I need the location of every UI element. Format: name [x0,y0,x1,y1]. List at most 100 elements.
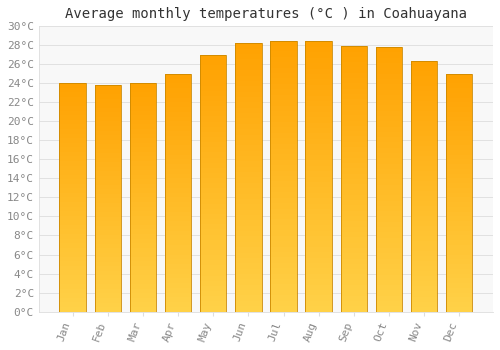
Bar [130,271,156,275]
Bar [165,117,191,121]
Bar [235,97,262,103]
Bar [340,115,367,120]
Bar [60,280,86,284]
Bar [306,42,332,312]
Bar [340,62,367,68]
Bar [446,207,472,212]
Bar [376,148,402,153]
Bar [60,184,86,188]
Bar [94,203,121,208]
Bar [340,68,367,73]
Bar [340,195,367,200]
Bar [340,232,367,237]
Bar [270,225,296,230]
Bar [446,212,472,217]
Bar [60,193,86,197]
Bar [235,81,262,86]
Bar [446,250,472,254]
Bar [200,194,226,198]
Bar [235,161,262,167]
Bar [306,47,332,52]
Bar [340,158,367,163]
Bar [94,85,121,312]
Bar [130,266,156,271]
Bar [94,225,121,230]
Bar [340,264,367,269]
Bar [235,194,262,199]
Bar [340,190,367,195]
Bar [200,121,226,127]
Bar [130,120,156,124]
Bar [340,205,367,211]
Bar [446,178,472,183]
Bar [340,179,367,184]
Bar [165,74,191,312]
Bar [94,171,121,176]
Bar [200,198,226,204]
Bar [130,88,156,92]
Bar [165,221,191,226]
Bar [306,63,332,69]
Bar [94,266,121,271]
Bar [165,155,191,159]
Bar [130,175,156,179]
Bar [94,262,121,266]
Bar [446,169,472,174]
Bar [200,234,226,240]
Bar [270,279,296,285]
Bar [446,264,472,269]
Bar [165,121,191,126]
Bar [411,61,438,312]
Bar [411,276,438,281]
Bar [235,183,262,188]
Bar [411,221,438,226]
Bar [340,248,367,253]
Bar [411,226,438,231]
Bar [446,288,472,293]
Bar [200,127,226,132]
Bar [306,144,332,149]
Bar [411,186,438,191]
Bar [446,193,472,197]
Bar [130,220,156,225]
Bar [200,209,226,214]
Bar [235,43,262,312]
Bar [235,290,262,295]
Bar [446,145,472,150]
Bar [60,307,86,312]
Bar [446,140,472,145]
Bar [235,124,262,129]
Bar [60,275,86,280]
Bar [200,178,226,183]
Bar [94,158,121,162]
Bar [446,83,472,88]
Bar [270,154,296,160]
Bar [235,199,262,204]
Bar [411,156,438,161]
Bar [60,234,86,239]
Bar [270,122,296,127]
Bar [376,248,402,253]
Bar [60,97,86,101]
Bar [270,127,296,133]
Bar [340,200,367,205]
Bar [446,269,472,274]
Bar [235,92,262,97]
Bar [60,120,86,124]
Bar [376,90,402,95]
Bar [270,84,296,89]
Bar [165,254,191,259]
Bar [60,266,86,271]
Bar [130,302,156,307]
Bar [94,90,121,94]
Bar [340,152,367,158]
Bar [200,70,226,75]
Bar [94,289,121,293]
Bar [130,252,156,257]
Bar [235,269,262,274]
Bar [165,145,191,150]
Bar [306,193,332,198]
Bar [306,74,332,79]
Bar [60,284,86,289]
Bar [270,89,296,95]
